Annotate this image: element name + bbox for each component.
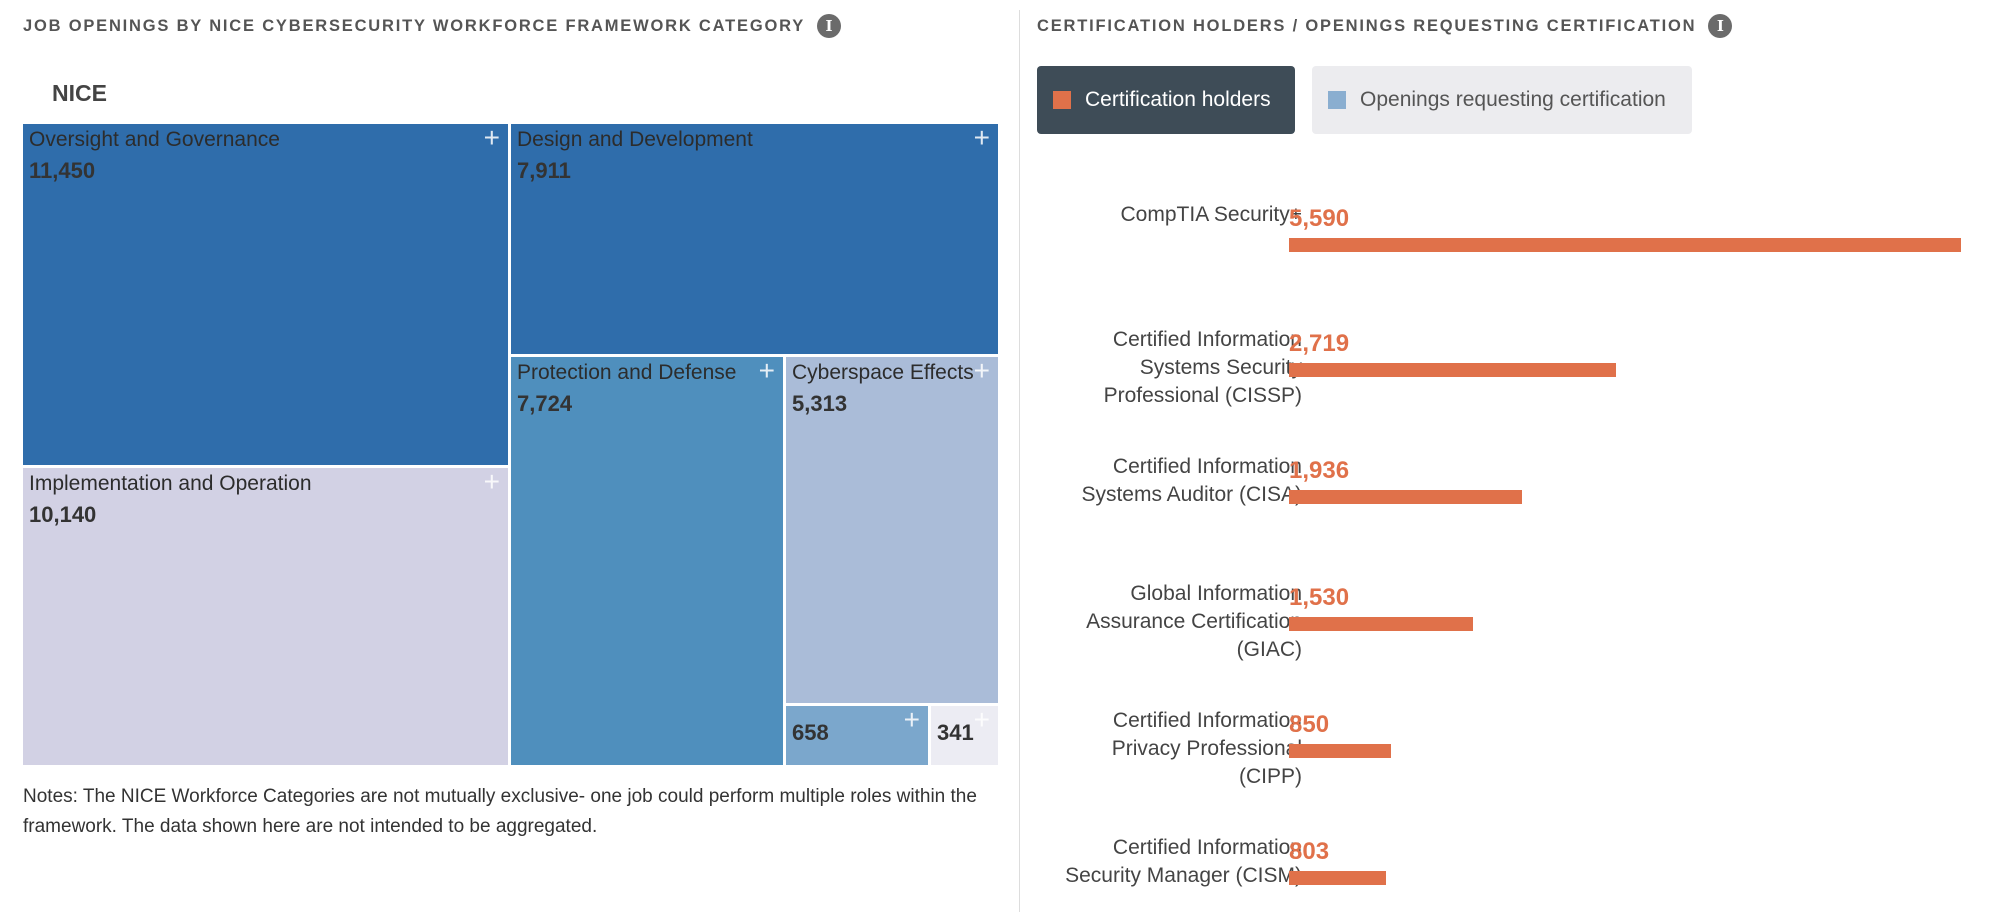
cert-category-label-line: Global Information (1130, 582, 1302, 605)
expand-plus-icon[interactable]: + (483, 468, 500, 497)
cert-category-label-line: Security Manager (CISM) (1065, 864, 1302, 887)
treemap-tile[interactable]: Implementation and Operation 10,140 + (23, 468, 511, 768)
cert-category-label-line: (CIPP) (1239, 765, 1302, 788)
cert-panel-title: CERTIFICATION HOLDERS / OPENINGS REQUEST… (1037, 14, 1733, 38)
treemap-title-text: JOB OPENINGS BY NICE CYBERSECURITY WORKF… (23, 16, 806, 35)
cert-bar[interactable] (1289, 744, 1391, 758)
treemap-tile[interactable]: Cyberspace Effects 5,313 + (786, 357, 1001, 706)
cert-value-label: 5,590 (1289, 205, 1350, 232)
cert-category-label-line: CompTIA Security+ (1120, 203, 1302, 226)
expand-plus-icon[interactable]: + (973, 124, 990, 153)
cert-category-label: Certified Information Security Manager (C… (1065, 834, 1302, 890)
panel-divider (1019, 10, 1020, 912)
treemap-tile-label: Protection and Defense (517, 361, 737, 384)
expand-plus-icon[interactable]: + (973, 357, 990, 386)
cert-category-label: Certified Information Systems Auditor (CI… (1081, 453, 1302, 509)
legend-toggle-holders[interactable]: Certification holders (1037, 66, 1295, 134)
notes-text: Notes: The NICE Workforce Categories are… (23, 786, 977, 837)
cert-category-label: Certified Information Privacy Professiona… (1112, 707, 1302, 791)
cert-category-label-line: Professional (CISSP) (1103, 384, 1302, 407)
cert-category-label-line: Certified Information (1112, 836, 1302, 859)
expand-plus-icon[interactable]: + (903, 706, 920, 735)
cert-value-label: 803 (1289, 838, 1330, 865)
expand-plus-icon[interactable]: + (973, 706, 990, 735)
cert-title-text: CERTIFICATION HOLDERS / OPENINGS REQUEST… (1037, 16, 1697, 35)
cert-category-label-line: Systems Security (1139, 356, 1302, 379)
cert-category-label-line: Systems Auditor (CISA) (1081, 483, 1302, 506)
cert-category-label: Certified Information Systems Security Pro… (1104, 326, 1302, 410)
cert-category-label-line: (GIAC) (1236, 638, 1302, 661)
treemap-tile-value: 11,450 (29, 158, 96, 183)
treemap-tile-value: 10,140 (29, 502, 97, 527)
cert-value-label: 850 (1289, 711, 1330, 738)
expand-plus-icon[interactable]: + (758, 357, 775, 386)
cert-value-label: 2,719 (1289, 330, 1350, 357)
cert-bar[interactable] (1289, 871, 1386, 885)
treemap-panel-title: JOB OPENINGS BY NICE CYBERSECURITY WORKF… (23, 14, 842, 38)
treemap-root-label[interactable]: NICE (52, 80, 107, 106)
treemap-tile-label: Cyberspace Effects (792, 361, 974, 384)
treemap-tile-value: 7,724 (517, 391, 573, 416)
cert-value-label: 1,530 (1289, 584, 1350, 611)
cert-bar[interactable] (1289, 490, 1522, 504)
cert-category-label-line: Certified Information (1112, 709, 1302, 732)
cert-bar[interactable] (1289, 617, 1473, 631)
cert-category-label-line: Assurance Certification (1086, 610, 1302, 633)
cert-category-label-line: Certified Information (1112, 328, 1302, 351)
treemap-tile-label: Design and Development (517, 128, 753, 151)
holders-swatch-icon (1053, 91, 1071, 109)
openings-swatch-icon (1328, 91, 1346, 109)
cert-category-label-line: Certified Information (1112, 455, 1302, 478)
treemap-tile[interactable]: 658 + (786, 706, 931, 768)
cert-category-label-line: Privacy Professional (1111, 737, 1302, 760)
treemap-tile-value: 7,911 (517, 158, 571, 183)
treemap-tile-value: 5,313 (792, 391, 848, 416)
expand-plus-icon[interactable]: + (483, 124, 500, 153)
treemap-tile[interactable]: Protection and Defense 7,724 + (511, 357, 786, 768)
legend-holders-label: Certification holders (1085, 88, 1271, 111)
treemap-tile[interactable]: Oversight and Governance 11,450 + (23, 124, 511, 468)
cert-category-label: CompTIA Security+ (1121, 201, 1302, 229)
treemap-tile-value: 658 (792, 720, 829, 745)
treemap-tile-label: Oversight and Governance (29, 128, 280, 151)
treemap: Oversight and Governance 11,450 + Implement… (23, 124, 1001, 768)
treemap-tile[interactable]: 341 + (931, 706, 1001, 768)
cert-value-label: 1,936 (1289, 457, 1350, 484)
treemap-tile[interactable]: Design and Development 7,911 + (511, 124, 1001, 357)
cert-bar[interactable] (1289, 238, 1961, 252)
legend-toggle-openings[interactable]: Openings requesting certification (1312, 66, 1692, 134)
treemap-tile-label: Implementation and Operation (29, 472, 312, 495)
legend-openings-label: Openings requesting certification (1360, 88, 1666, 111)
cert-bar[interactable] (1289, 363, 1616, 377)
cert-category-label: Global Information Assurance Certificatio… (1086, 580, 1302, 664)
info-icon[interactable]: i (1708, 14, 1733, 38)
info-icon[interactable]: i (817, 14, 842, 38)
treemap-tile-value: 341 (937, 720, 974, 745)
